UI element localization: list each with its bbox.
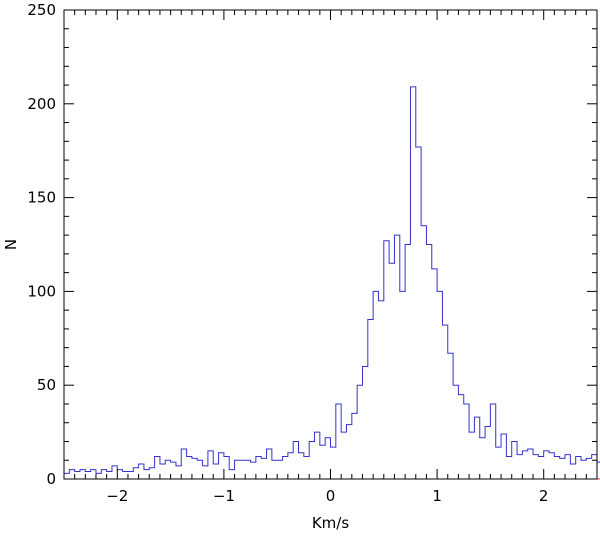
y-axis-title: N [2,239,20,250]
plot-frame [63,9,598,480]
y-tick-label: 250 [27,1,56,19]
x-tick-label: 1 [432,487,442,505]
y-tick-label: 200 [27,95,56,113]
y-tick-label: 150 [27,189,56,207]
y-tick-label: 50 [37,376,56,394]
x-tick-label: 0 [326,487,336,505]
x-axis-title: Km/s [312,514,350,532]
x-tick-label: 2 [539,487,549,505]
axis-ticks: −2 −1 0 1 2 0 50 100 150 200 250 [27,1,598,505]
y-tick-label: 100 [27,282,56,300]
series-0-histogram [64,86,600,474]
x-tick-label: −2 [106,487,128,505]
y-tick-label: 0 [46,470,56,488]
x-tick-label: −1 [213,487,235,505]
